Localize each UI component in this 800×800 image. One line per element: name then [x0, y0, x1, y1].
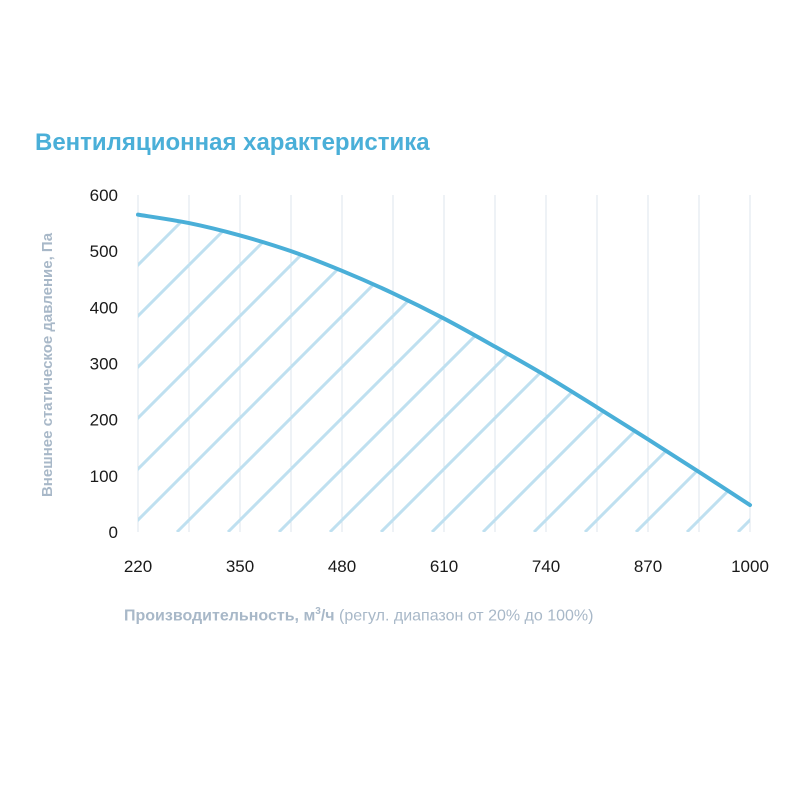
hatch-layer [138, 132, 800, 533]
y-tick-label: 600 [90, 186, 118, 205]
hatch-line [138, 214, 171, 533]
x-axis-label-unit: /ч [320, 607, 335, 625]
hatch-line [138, 214, 528, 533]
x-axis-label: Производительность, м3/ч (регул. диапазо… [124, 606, 593, 625]
x-axis-label-sup: 3 [315, 606, 321, 617]
x-tick-label: 1000 [731, 557, 769, 576]
x-axis-label-note: (регул. диапазон от 20% до 100%) [334, 607, 594, 625]
chart-title: Вентиляционная характеристика [35, 129, 430, 156]
hatch-line [277, 214, 681, 533]
hatch-line [685, 214, 750, 533]
y-tick-label: 500 [90, 242, 118, 261]
hatch-line [789, 132, 800, 532]
hatch-line [175, 214, 579, 533]
y-axis-label: Внешнее статическое давление, Па [39, 232, 56, 497]
x-axis-label-main: Производительность, м [124, 607, 316, 625]
x-tick-label: 740 [532, 557, 560, 576]
x-tick-label: 610 [430, 557, 458, 576]
x-tick-label: 480 [328, 557, 356, 576]
y-tick-label: 0 [109, 523, 118, 542]
hatch-line [430, 214, 750, 533]
hatch-line [328, 214, 732, 533]
y-tick-labels: 0 100 200 300 400 500 600 [90, 186, 118, 542]
y-tick-label: 100 [90, 467, 118, 486]
y-tick-label: 200 [90, 411, 118, 430]
x-tick-labels: 220 350 480 610 740 870 1000 [124, 557, 769, 576]
hatch-line [532, 214, 750, 533]
hatch-line [634, 214, 750, 533]
series-layer [136, 212, 752, 508]
hatch-line [138, 214, 426, 533]
x-tick-label: 350 [226, 557, 254, 576]
hatch-line [379, 214, 750, 533]
hatch-line [583, 214, 750, 533]
hatch-line [138, 214, 375, 533]
series-line [136, 212, 752, 508]
hatch-line [481, 214, 750, 533]
x-tick-label: 220 [124, 557, 152, 576]
x-tick-label: 870 [634, 557, 662, 576]
y-tick-label: 300 [90, 355, 118, 374]
grid-layer [137, 195, 751, 532]
hatch-line [736, 214, 750, 533]
y-tick-label: 400 [90, 298, 118, 317]
hatch-line [138, 214, 477, 533]
hatch-line [226, 214, 630, 533]
